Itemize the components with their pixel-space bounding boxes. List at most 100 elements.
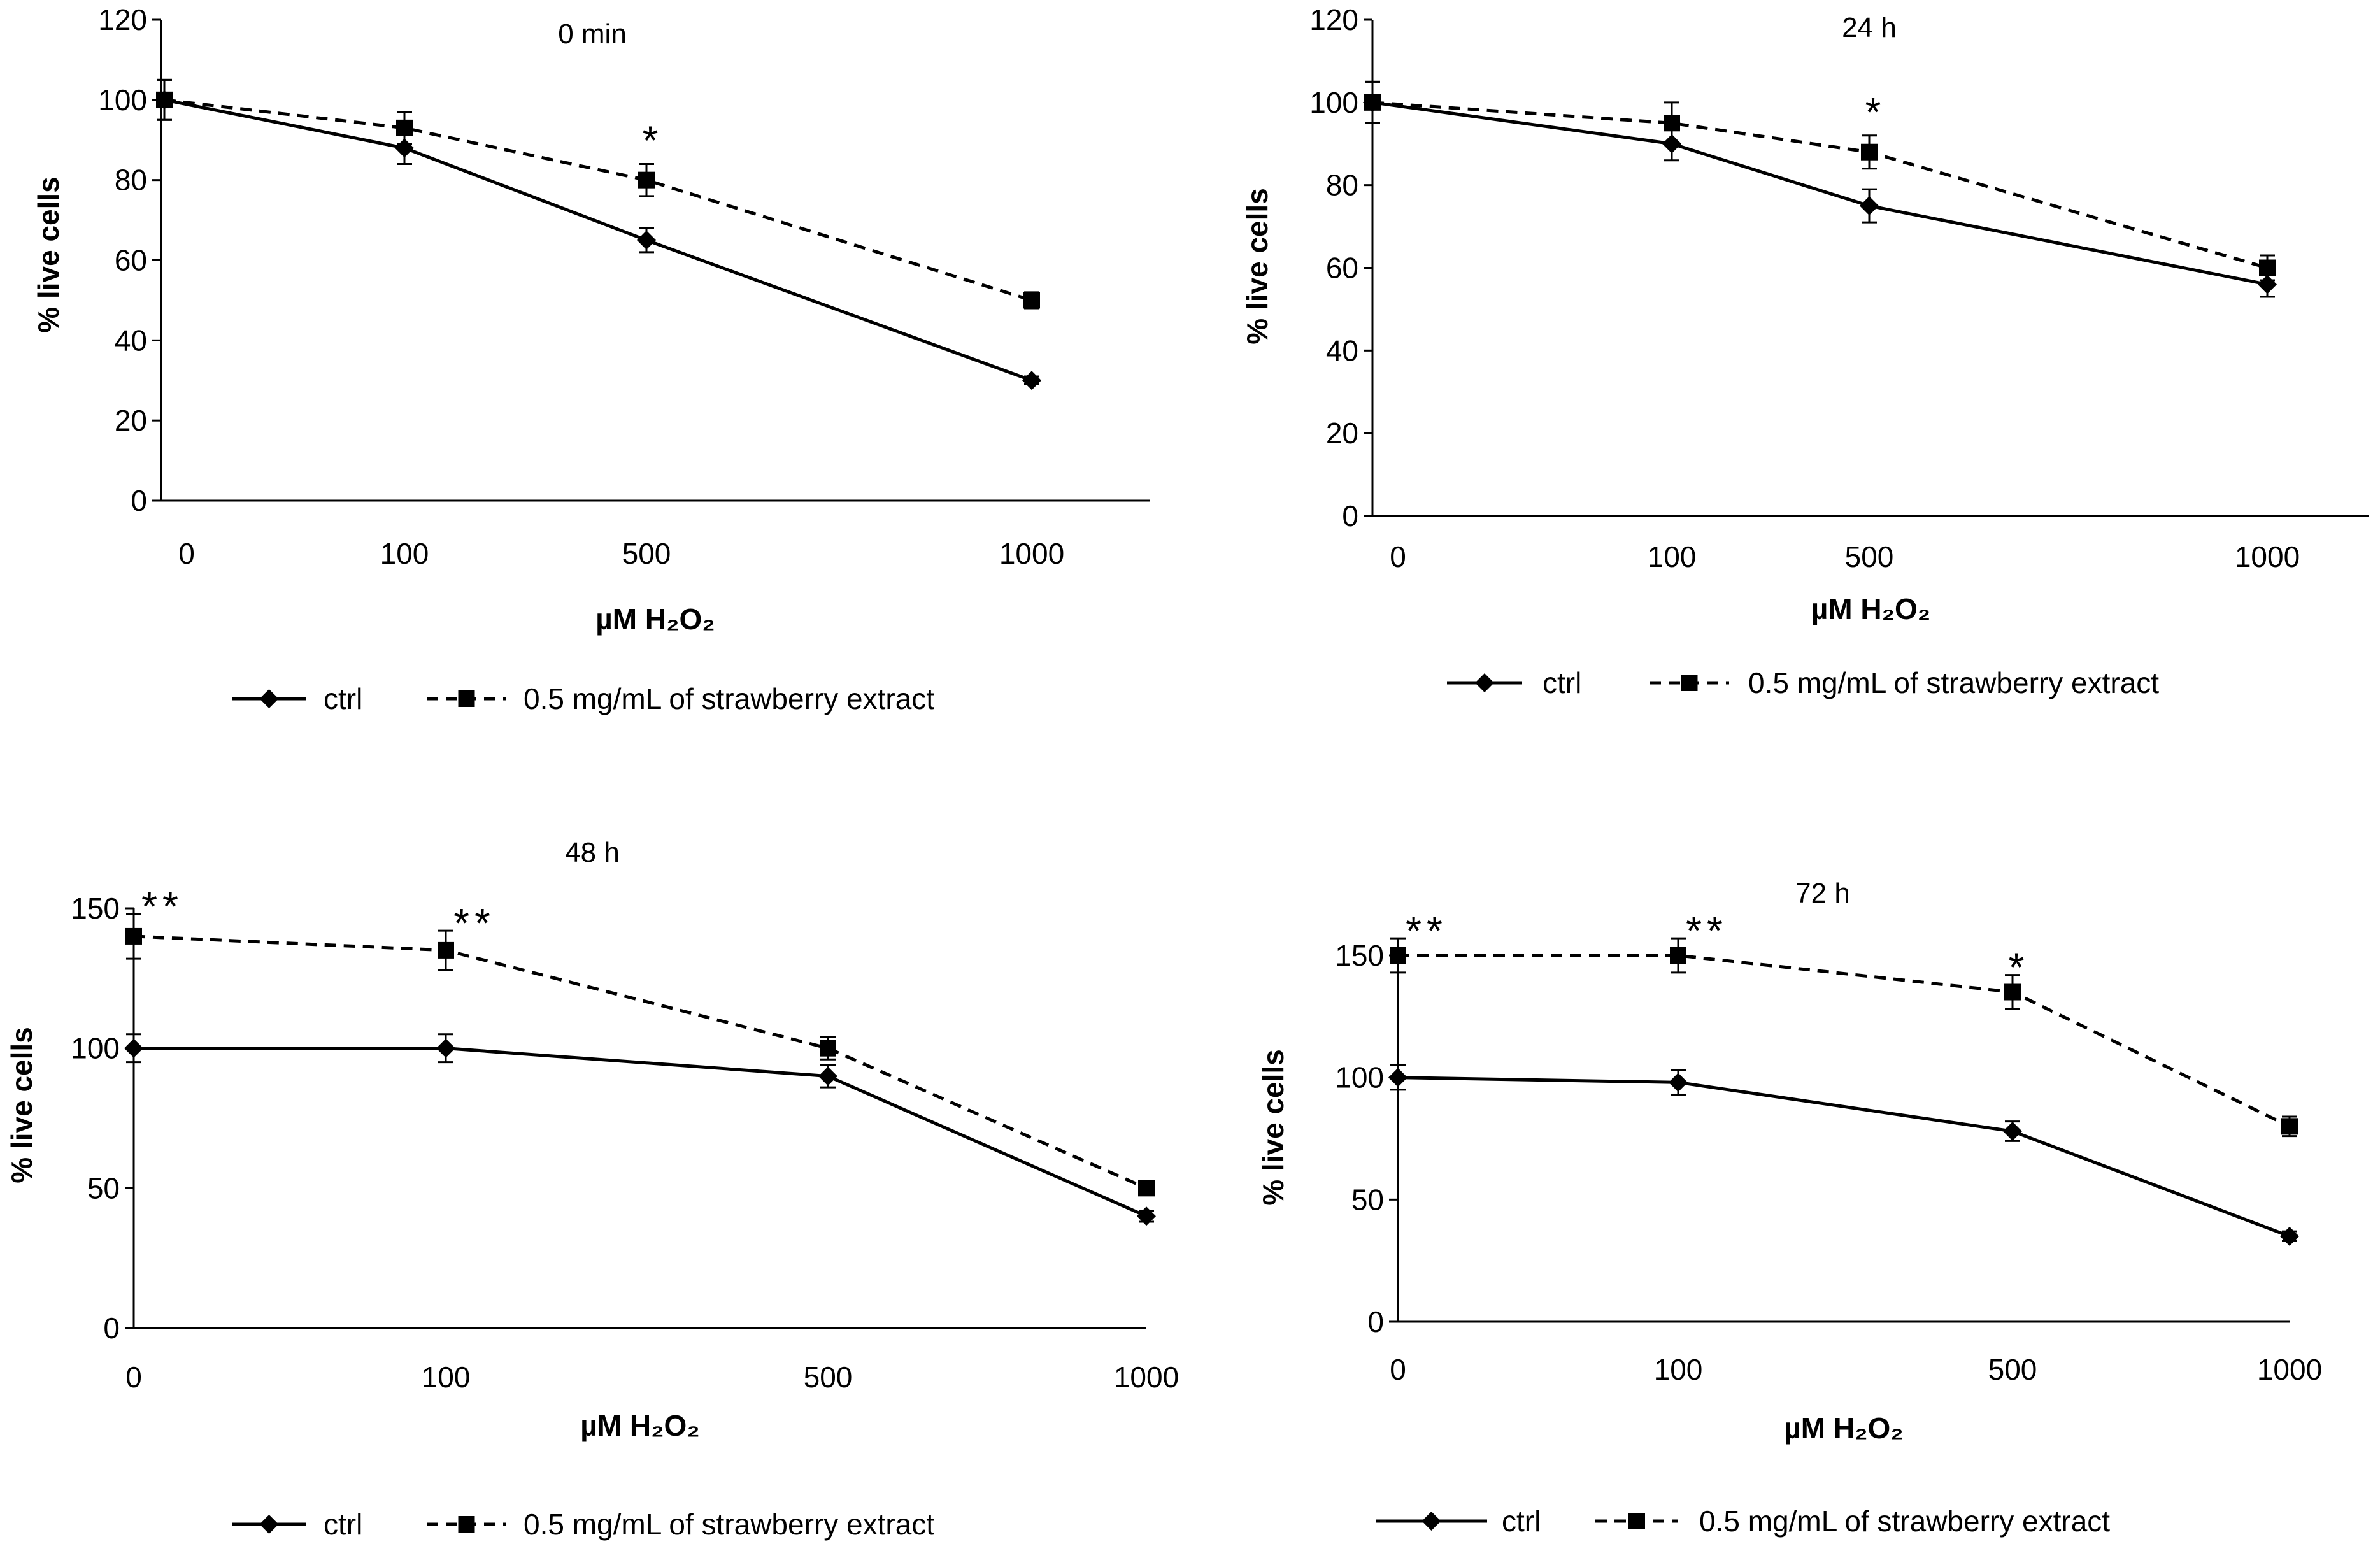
data-point-ctrl: [436, 1038, 455, 1058]
data-point-ctrl: [1388, 1068, 1407, 1087]
data-point-extract: [396, 119, 413, 136]
legend-marker-ctrl: [259, 1515, 279, 1534]
legend-label-extract: 0.5 mg/mL of strawberry extract: [1699, 1505, 2110, 1538]
data-point-extract: [156, 91, 173, 108]
x-tick-label: 500: [622, 537, 671, 570]
chart-title: 24 h: [1842, 12, 1897, 43]
y-tick-label: 20: [1326, 417, 1358, 450]
x-tick-label: 500: [1988, 1353, 2037, 1386]
y-tick-label: 100: [71, 1032, 120, 1065]
y-tick-label: 0: [131, 484, 147, 517]
data-point-extract: [2281, 1118, 2298, 1135]
data-point-extract: [125, 927, 142, 945]
data-point-extract: [1138, 1180, 1155, 1197]
significance-marker: **: [141, 883, 183, 929]
legend-label-extract: 0.5 mg/mL of strawberry extract: [1748, 666, 2159, 699]
x-tick-label: 100: [1654, 1353, 1703, 1386]
x-tick-label: 1000: [999, 537, 1064, 570]
x-tick-label: 1000: [1114, 1361, 1179, 1394]
legend-marker-extract: [458, 690, 475, 707]
series-line-ctrl: [164, 98, 1032, 382]
legend-marker-ctrl: [259, 689, 279, 708]
series-line-extract: [1372, 101, 2268, 269]
series-line-extract: [133, 934, 1148, 1190]
legend-label-ctrl: ctrl: [324, 1508, 362, 1541]
y-tick-label: 40: [115, 324, 147, 357]
y-tick-label: 20: [115, 404, 147, 437]
chart-panel-3: 0 50 100 150 0 100 500 1000 72 h % live cells µM H…: [1257, 878, 2322, 1538]
y-tick-label: 100: [98, 83, 147, 117]
legend-label-ctrl: ctrl: [1543, 666, 1581, 699]
data-point-ctrl: [1022, 371, 1041, 390]
data-point-ctrl: [1669, 1073, 1688, 1092]
y-tick-label: 60: [115, 244, 147, 277]
significance-marker: **: [1406, 908, 1448, 954]
data-point-extract: [1364, 94, 1381, 111]
data-point-extract: [2004, 983, 2021, 1001]
y-tick-label: 80: [115, 164, 147, 197]
data-point-ctrl: [818, 1066, 837, 1086]
y-tick-label: 100: [1335, 1061, 1384, 1094]
data-point-extract: [1861, 143, 1878, 161]
x-tick-label: 100: [1648, 540, 1697, 573]
data-point-ctrl: [124, 1038, 143, 1058]
legend-marker-extract: [1681, 675, 1698, 691]
data-point-ctrl: [637, 231, 656, 250]
x-axis-title: µM H₂O₂: [595, 603, 715, 636]
x-axis-title: µM H₂O₂: [1784, 1412, 1903, 1445]
y-tick-label: 40: [1326, 334, 1358, 367]
data-point-ctrl: [1860, 196, 1879, 216]
data-point-extract: [1390, 947, 1406, 964]
x-tick-label: 0: [1390, 1353, 1406, 1386]
series-line-ctrl: [1372, 101, 2268, 286]
y-tick-label: 60: [1326, 252, 1358, 285]
y-tick-label: 0: [1367, 1305, 1384, 1338]
legend-marker-ctrl: [1475, 673, 1494, 692]
y-tick-label: 150: [1335, 939, 1384, 972]
data-point-ctrl: [1137, 1206, 1156, 1226]
chart-panel-1: 0 20 40 60 80 100 120 0 100 500 1000 24 h % live cel…: [1241, 3, 2369, 699]
x-axis-title: µM H₂O₂: [1811, 592, 1930, 625]
legend-label-extract: 0.5 mg/mL of strawberry extract: [524, 682, 934, 715]
data-point-extract: [438, 941, 454, 959]
x-tick-label: 0: [125, 1361, 142, 1394]
series-line-extract: [164, 98, 1032, 302]
x-tick-label: 100: [422, 1361, 471, 1394]
y-tick-label: 120: [1309, 3, 1358, 36]
x-tick-label: 100: [380, 537, 429, 570]
y-tick-label: 50: [1351, 1183, 1384, 1216]
y-axis-title: % live cells: [5, 1027, 38, 1183]
data-point-ctrl: [2003, 1122, 2022, 1141]
legend-marker-ctrl: [1422, 1512, 1441, 1531]
data-point-extract: [2259, 259, 2276, 276]
x-tick-label: 0: [178, 537, 195, 570]
y-axis-title: % live cells: [1257, 1049, 1290, 1206]
x-axis-title: µM H₂O₂: [580, 1409, 699, 1442]
y-tick-label: 120: [98, 3, 147, 36]
x-tick-label: 500: [1845, 540, 1894, 573]
data-point-extract: [638, 171, 655, 189]
data-point-extract: [1670, 947, 1686, 964]
y-tick-label: 80: [1326, 169, 1358, 202]
series-line-extract: [1398, 954, 2291, 1128]
y-tick-label: 150: [71, 892, 120, 925]
chart-panel-0: 0 20 40 60 80 100 120 0 100 500 1000 0 min % live ce…: [32, 3, 1150, 715]
significance-marker: **: [1686, 908, 1728, 954]
chart-panel-2: 0 50 100 150 0 100 500 1000 48 h % live cells µM H…: [5, 837, 1179, 1541]
legend-marker-extract: [458, 1516, 475, 1533]
x-tick-label: 500: [804, 1361, 853, 1394]
y-tick-label: 100: [1309, 86, 1358, 119]
significance-marker: *: [2009, 945, 2030, 990]
significance-marker: **: [453, 900, 495, 946]
data-point-extract: [820, 1040, 836, 1057]
y-axis-title: % live cells: [32, 176, 65, 333]
x-tick-label: 1000: [2235, 540, 2300, 573]
x-tick-label: 1000: [2257, 1353, 2322, 1386]
y-tick-label: 0: [103, 1312, 120, 1345]
chart-title: 0 min: [558, 18, 627, 50]
y-tick-label: 0: [1342, 499, 1358, 533]
series-line-ctrl: [134, 1047, 1148, 1218]
legend-label-extract: 0.5 mg/mL of strawberry extract: [524, 1508, 934, 1541]
chart-title: 48 h: [565, 837, 620, 868]
data-point-extract: [1023, 292, 1040, 309]
